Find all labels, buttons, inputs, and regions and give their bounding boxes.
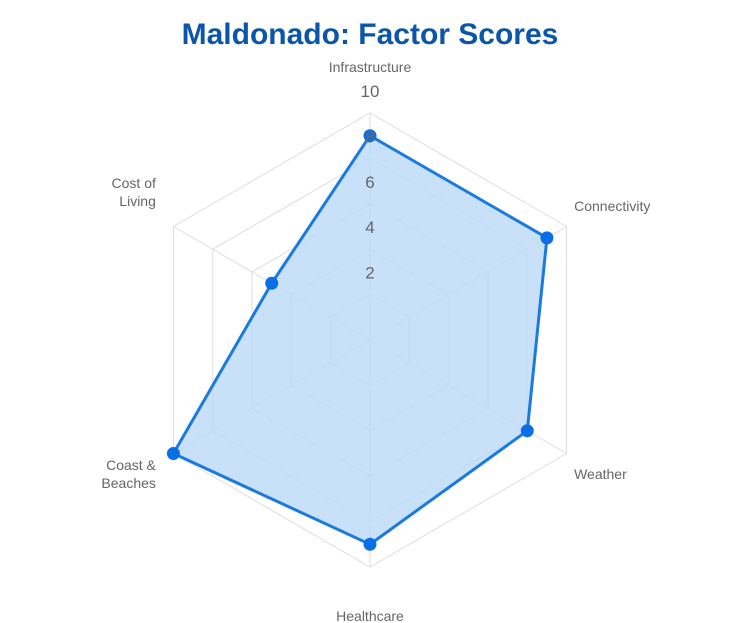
data-point-4 — [166, 447, 180, 460]
axis-label-line: Cost of — [112, 175, 156, 191]
axis-label-2: Weather — [574, 466, 627, 482]
axis-label-line: Connectivity — [574, 198, 650, 214]
tick-label-2: 2 — [365, 264, 374, 283]
data-point-2 — [520, 424, 534, 438]
axis-label-4: Coast & Beaches — [101, 457, 156, 491]
data-point-5 — [265, 276, 279, 290]
axis-label-5: Cost of Living — [112, 175, 156, 209]
axis-label-0: Infrastructure — [329, 59, 412, 75]
data-point-3 — [363, 537, 377, 551]
axis-label-1: Connectivity — [574, 198, 650, 214]
series-area — [171, 134, 549, 546]
axis-label-line: Living — [119, 193, 156, 209]
chart-title: Maldonado: Factor Scores — [182, 18, 559, 51]
series-layer — [166, 129, 554, 551]
tick-label-8: 8 — [365, 127, 374, 146]
axis-label-3: Healthcare — [336, 608, 404, 623]
axis-label-layer: Infrastructure Connectivity Weather Healthc… — [101, 59, 650, 623]
data-point-1 — [540, 231, 554, 245]
axis-label-line: Healthcare — [336, 608, 404, 623]
axis-label-line: Coast & — [106, 457, 156, 473]
axis-label-line: Weather — [574, 466, 627, 482]
axis-label-line: Infrastructure — [329, 59, 412, 75]
tick-label-layer: 2 4 6 8 10 — [361, 82, 380, 283]
tick-label-10: 10 — [361, 82, 380, 101]
tick-label-6: 6 — [365, 173, 374, 192]
tick-label-4: 4 — [365, 218, 374, 237]
axis-label-line: Beaches — [101, 475, 155, 491]
data-point-0 — [363, 129, 377, 143]
